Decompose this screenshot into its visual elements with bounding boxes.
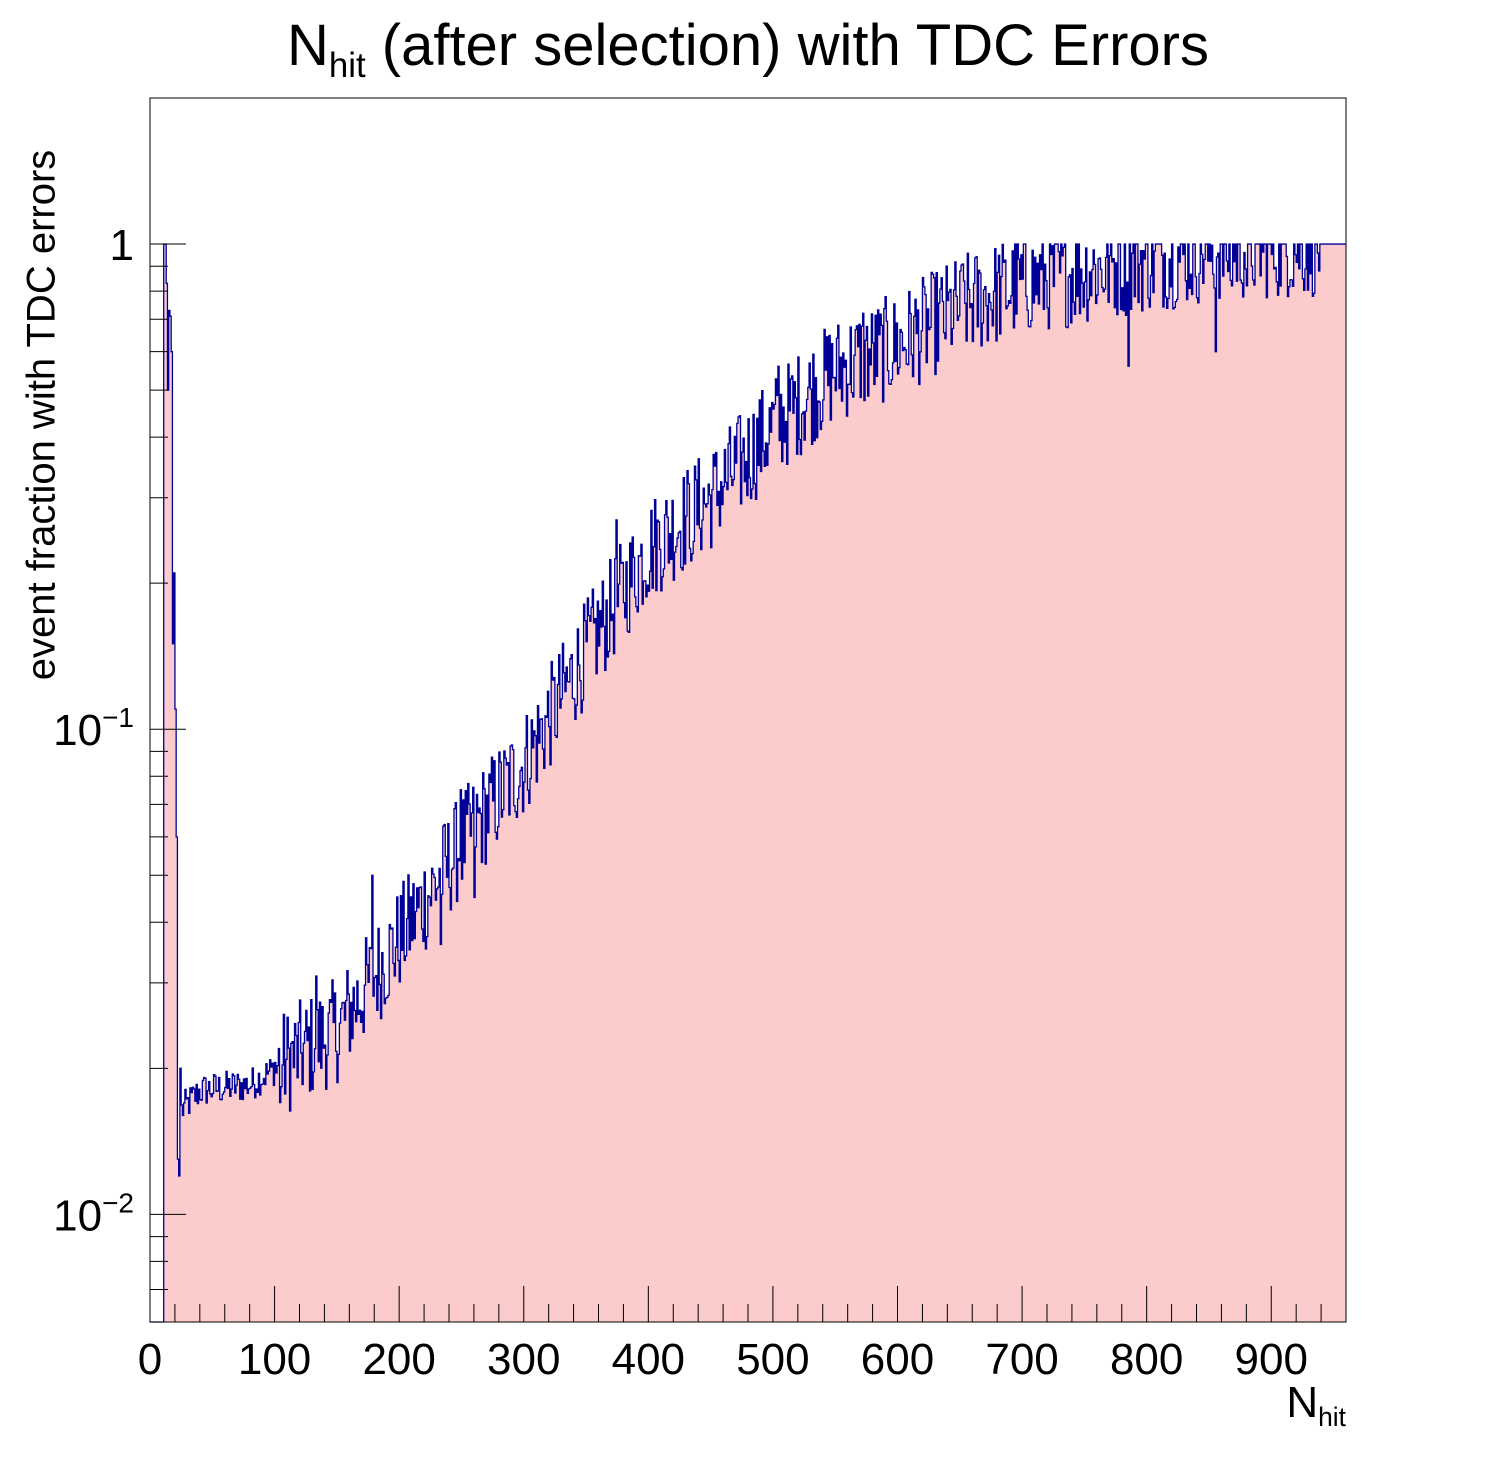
x-tick-label: 900 — [1235, 1335, 1308, 1384]
y-tick-label: 1 — [110, 221, 134, 270]
y-tick-label: 10−1 — [53, 702, 134, 755]
x-tick-label: 600 — [861, 1335, 934, 1384]
x-axis-label: Nhit — [1286, 1378, 1346, 1433]
x-tick-label: 800 — [1110, 1335, 1183, 1384]
x-tick-label: 0 — [138, 1335, 162, 1384]
x-tick-label: 200 — [362, 1335, 435, 1384]
x-tick-label: 700 — [985, 1335, 1058, 1384]
chart-title: Nhit (after selection) with TDC Errors — [286, 13, 1209, 86]
y-tick-label: 10−2 — [53, 1187, 134, 1240]
x-tick-label: 500 — [736, 1335, 809, 1384]
y-axis-label: event fraction with TDC errors — [19, 149, 64, 681]
x-tick-label: 100 — [238, 1335, 311, 1384]
x-tick-label: 300 — [487, 1335, 560, 1384]
histogram-fill — [163, 244, 1347, 1322]
x-tick-label: 400 — [612, 1335, 685, 1384]
histogram-outline — [150, 243, 1346, 1323]
